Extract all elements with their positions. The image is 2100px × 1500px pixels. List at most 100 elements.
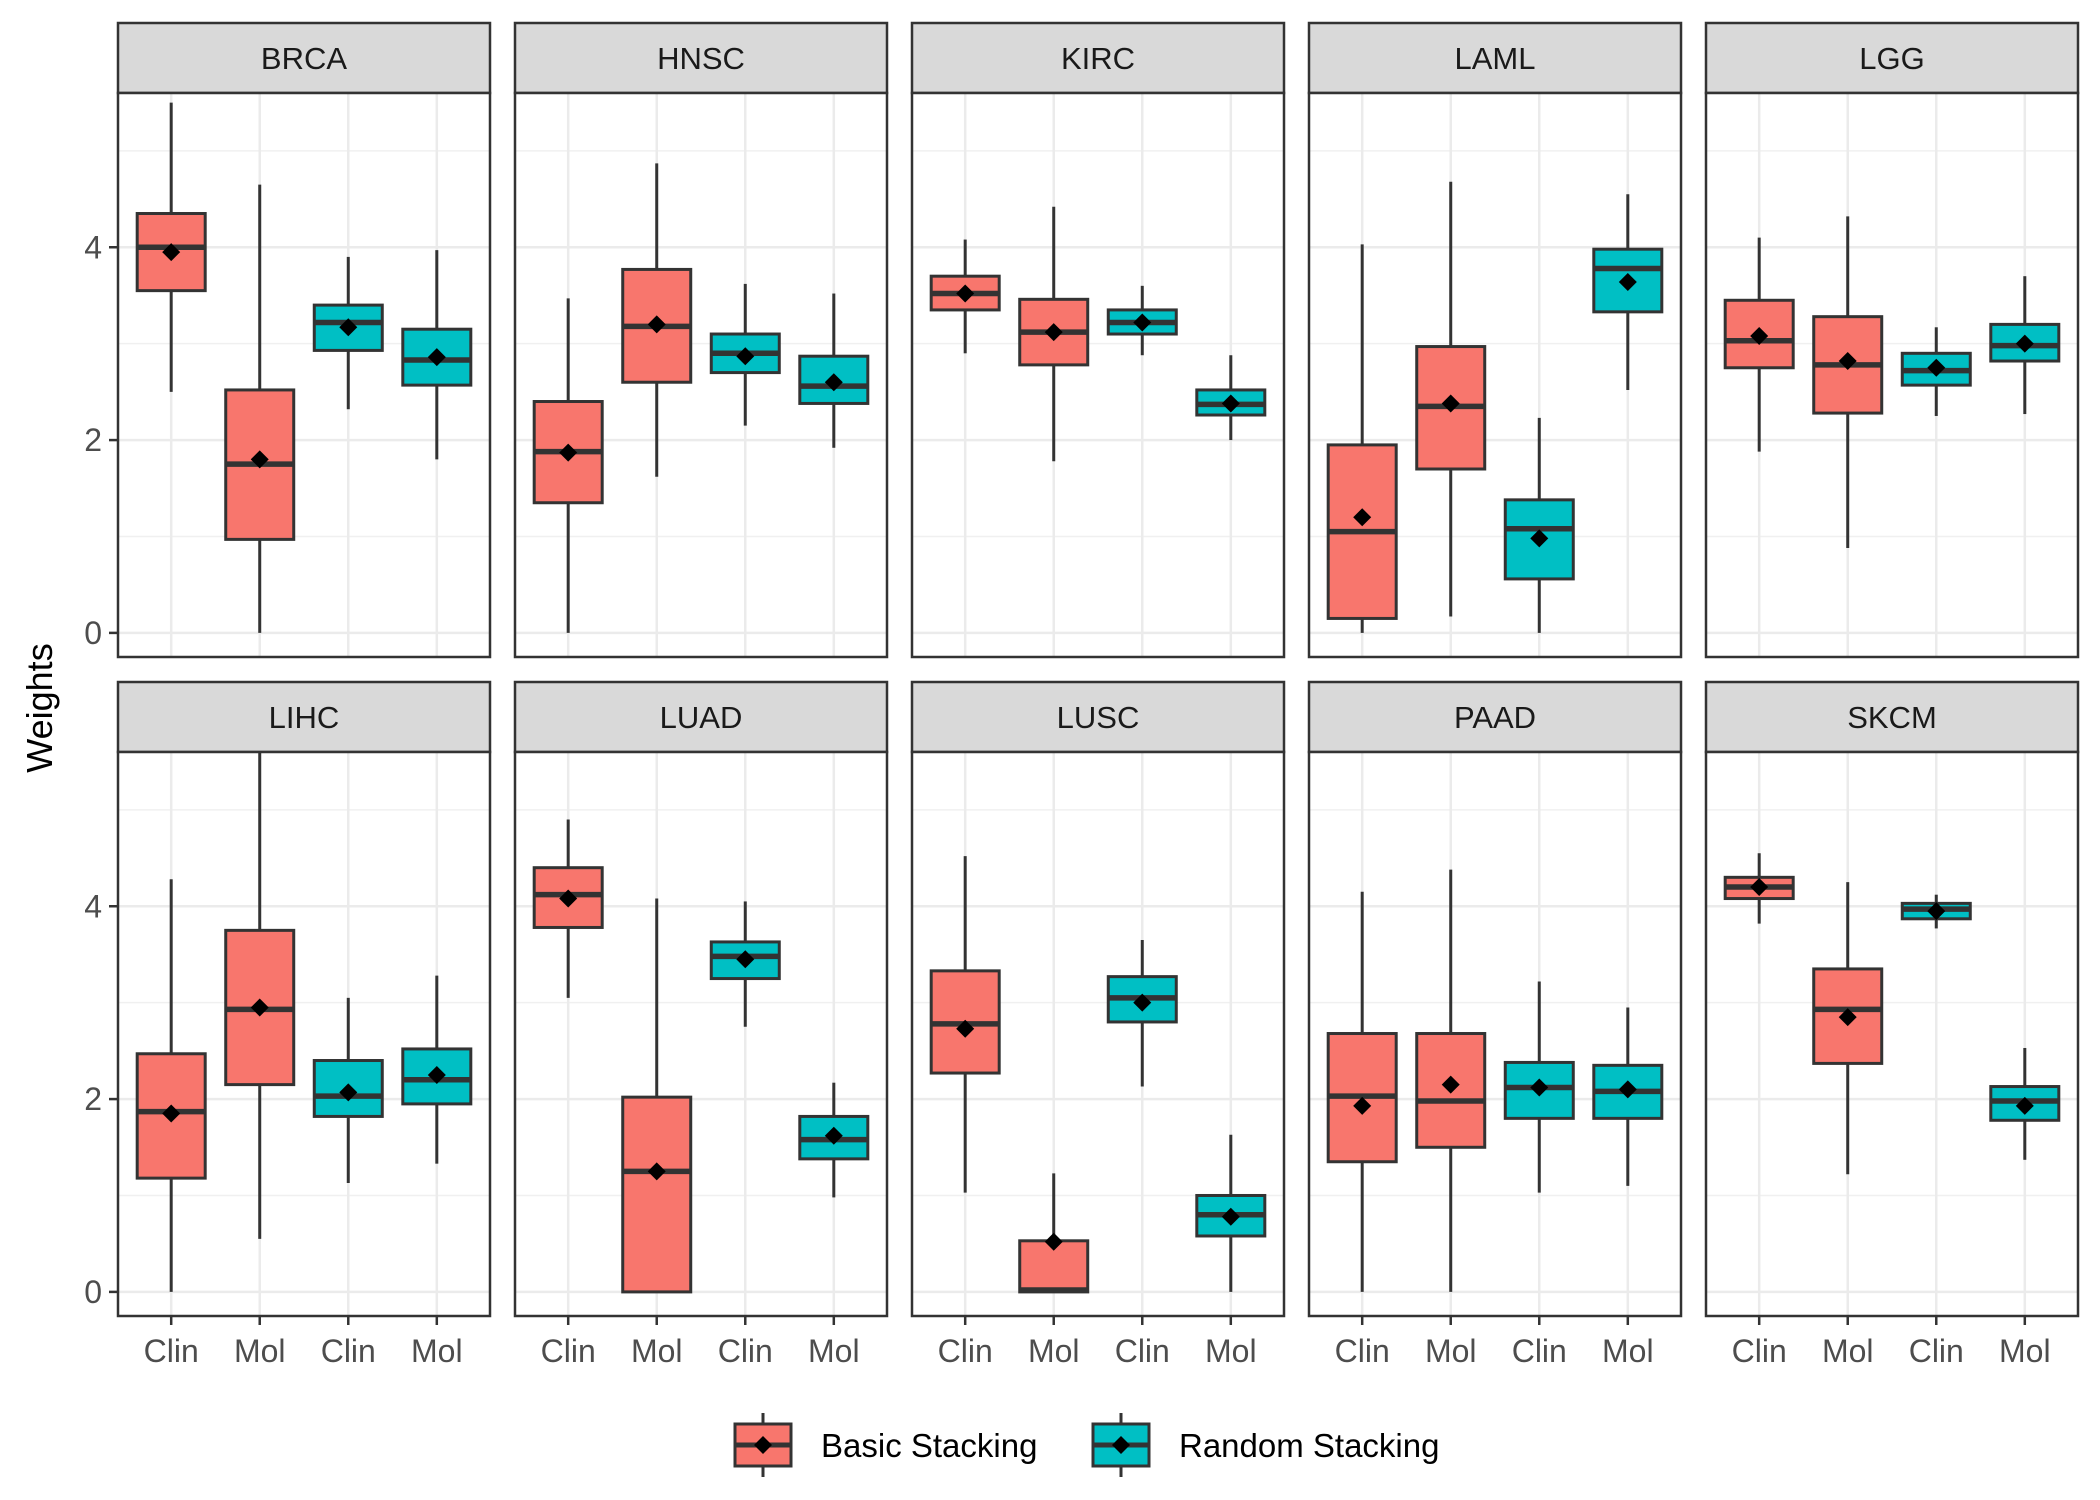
legend-label: Random Stacking [1179, 1427, 1439, 1464]
y-axis-title: Weights [19, 643, 60, 772]
box-clin-basic [1723, 853, 1795, 924]
x-tick-label: Clin [321, 1333, 376, 1369]
mean-marker [1044, 1232, 1063, 1251]
y-tick-label: 2 [84, 422, 102, 458]
mean-marker [824, 1126, 843, 1145]
panel-background [118, 752, 490, 1316]
mean-marker [250, 450, 269, 469]
mean-marker [1441, 1075, 1460, 1094]
legend-key-mean [754, 1436, 772, 1454]
facet-strip [1704, 21, 2080, 95]
panel-background [1706, 752, 2078, 1316]
box-clin-random [1503, 417, 1575, 633]
facet-panel-brca: BRCA 0 2 4 [84, 21, 492, 659]
mean-marker [427, 348, 446, 367]
facet-panel-hnsc: HNSC [513, 21, 889, 659]
panel-border [513, 91, 889, 659]
box-clin-basic [532, 298, 604, 633]
facet-strip-label: KIRC [1061, 41, 1135, 76]
mean-marker [339, 1083, 358, 1102]
facet-panel-skcm: SKCM Clin Mol Clin Mol [1704, 680, 2080, 1369]
legend: Basic Stacking Random Stacking [733, 1413, 1439, 1477]
mean-marker [1618, 272, 1637, 291]
box-clin-basic [135, 102, 207, 392]
panel-background [515, 752, 887, 1316]
mean-marker [2015, 334, 2034, 353]
mean-marker [1221, 1207, 1240, 1226]
x-tick-label: Clin [541, 1333, 596, 1369]
y-tick-label: 4 [84, 888, 102, 924]
box-clin-basic [1723, 237, 1795, 452]
box-clin-random [1106, 285, 1178, 356]
box-mol-random [1989, 276, 2061, 415]
box-mol-basic [1018, 1173, 1090, 1294]
mean-marker [250, 998, 269, 1017]
y-tick-label: 0 [84, 615, 102, 651]
mean-marker [559, 443, 578, 462]
mean-marker [736, 950, 755, 969]
mean-marker [1838, 1008, 1857, 1027]
facet-strip [1704, 680, 2080, 754]
mean-marker [1750, 877, 1769, 896]
x-tick-label: Clin [144, 1333, 199, 1369]
box-mol-basic [224, 752, 296, 1239]
box-clin-random [709, 283, 781, 426]
y-tick-label: 2 [84, 1081, 102, 1117]
x-tick-label: Mol [808, 1333, 860, 1369]
facet-strip-label: LIHC [269, 700, 340, 735]
y-tick-label: 0 [84, 1274, 102, 1310]
box-clin-basic [929, 856, 1001, 1193]
box-clin-random [1106, 940, 1178, 1087]
box-mol-random [1592, 194, 1664, 390]
panel-border [910, 91, 1286, 659]
mean-marker [1353, 1096, 1372, 1115]
box-mol-basic [1415, 869, 1487, 1292]
x-tick-label: Mol [1602, 1333, 1654, 1369]
box-clin-basic [929, 239, 1001, 354]
panel-border [1307, 750, 1683, 1318]
box-mol-random [1592, 1007, 1664, 1186]
box-clin-random [312, 997, 384, 1183]
mean-marker [647, 1162, 666, 1181]
x-tick-label: Mol [234, 1333, 286, 1369]
box-mol-basic [1018, 206, 1090, 462]
box-mol-basic [1812, 216, 1884, 549]
box-body [621, 1095, 693, 1294]
mean-marker [162, 1104, 181, 1123]
x-tick-label: Mol [1028, 1333, 1080, 1369]
x-tick-label: Mol [631, 1333, 683, 1369]
facet-strip [1307, 680, 1683, 754]
mean-marker [1750, 326, 1769, 345]
box-clin-random [1900, 327, 1972, 416]
box-body [798, 354, 870, 405]
mean-marker [1618, 1080, 1637, 1099]
mean-marker [2015, 1096, 2034, 1115]
legend-label: Basic Stacking [821, 1427, 1037, 1464]
facet-strip-label: PAAD [1454, 700, 1536, 735]
box-body [1812, 967, 1884, 1065]
facet-strip [116, 21, 492, 95]
facet-panel-luad: LUAD Clin Mol Clin Mol [513, 680, 889, 1369]
box-mol-random [1195, 355, 1267, 441]
facet-strip-label: SKCM [1847, 700, 1937, 735]
mean-marker [736, 347, 755, 366]
box-mol-random [798, 1082, 870, 1198]
mean-marker [956, 1019, 975, 1038]
facet-strip-label: LUAD [660, 700, 743, 735]
box-clin-random [1900, 894, 1972, 929]
box-clin-basic [135, 879, 207, 1292]
facet-panel-kirc: KIRC [910, 21, 1286, 659]
mean-marker [1133, 313, 1152, 332]
x-tick-label: Mol [1425, 1333, 1477, 1369]
facet-panel-paad: PAAD Clin Mol Clin Mol [1307, 680, 1683, 1369]
x-tick-label: Mol [1205, 1333, 1257, 1369]
panel-border [513, 750, 889, 1318]
box-clin-basic [532, 819, 604, 998]
mean-marker [162, 243, 181, 262]
mean-marker [1353, 508, 1372, 527]
x-tick-label: Clin [718, 1333, 773, 1369]
panel-border [1307, 91, 1683, 659]
mean-marker [1044, 323, 1063, 342]
x-tick-label: Mol [411, 1333, 463, 1369]
